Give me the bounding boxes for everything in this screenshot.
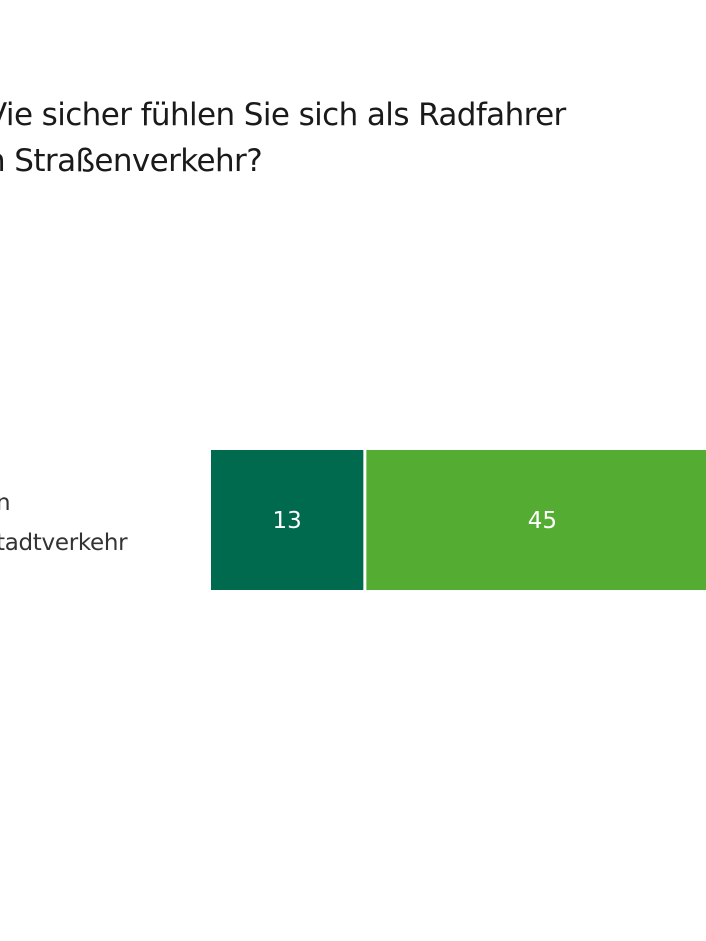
category-label: n tadtverkehr	[0, 490, 128, 556]
bar-segment-1	[211, 450, 364, 590]
data-label-1: 13	[273, 508, 302, 534]
data-label-2: 45	[528, 508, 557, 534]
chart-title: Vie sicher fühlen Sie sich als Radfahrer…	[0, 97, 566, 179]
bar-segment-2	[366, 450, 706, 590]
